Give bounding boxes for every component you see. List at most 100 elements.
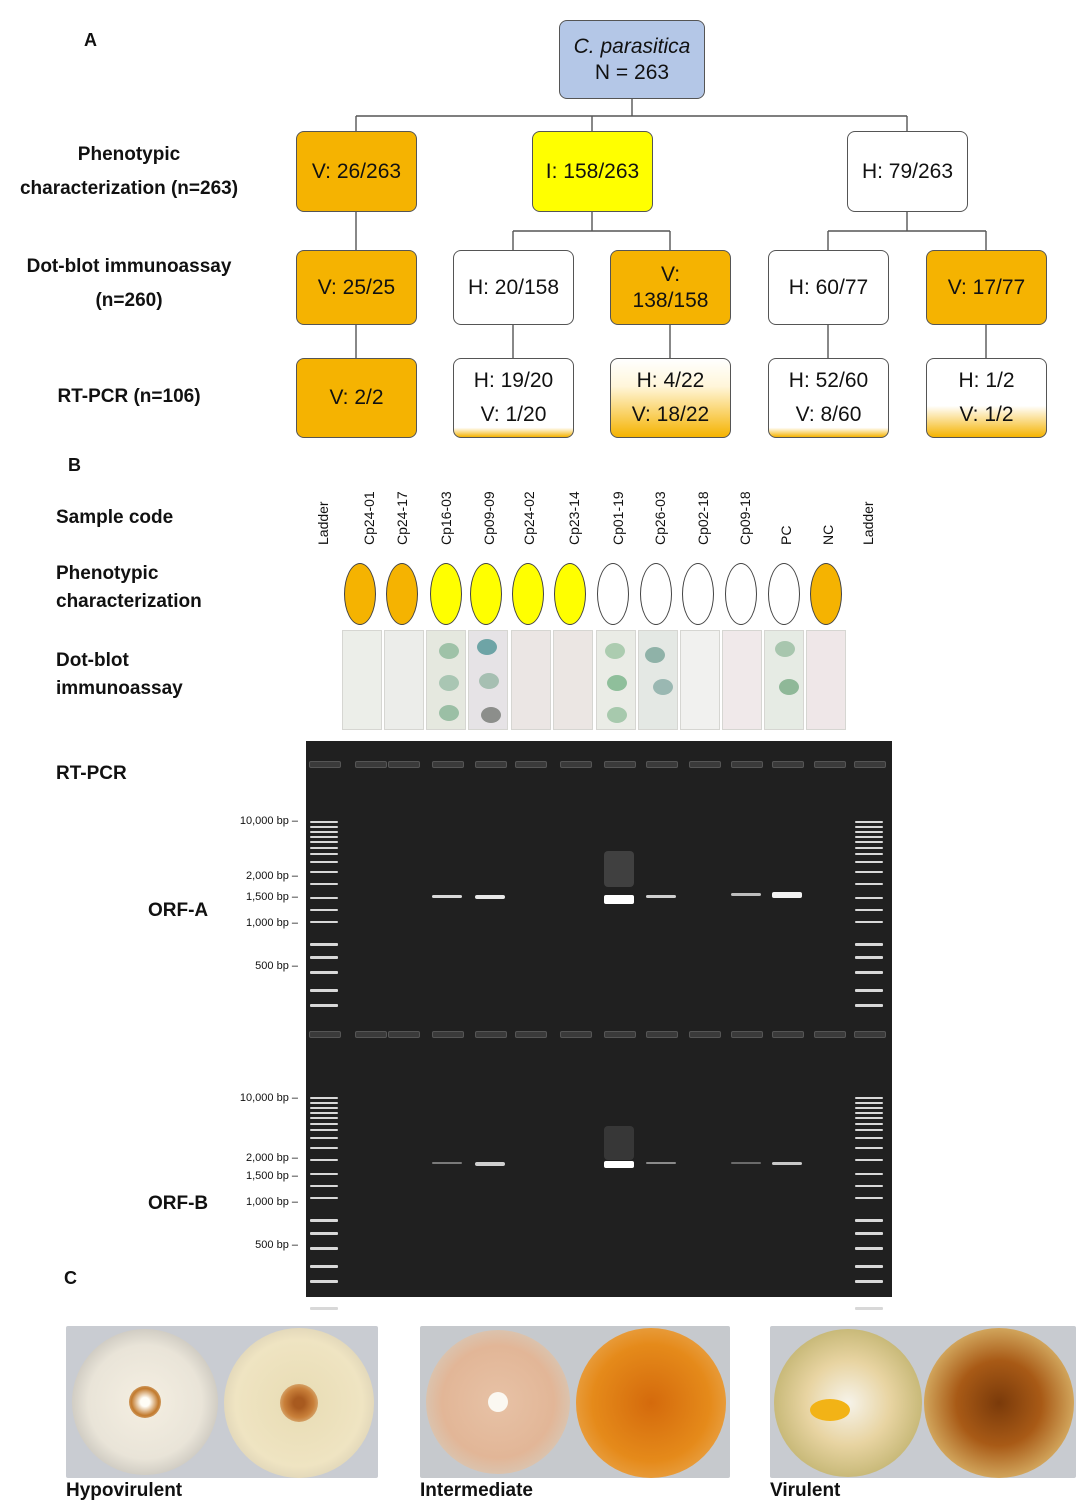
ladder-band (310, 1307, 338, 1310)
dotblot-strip-cp02-18 (680, 630, 720, 730)
ladder-band (310, 831, 338, 833)
ladder-band (855, 1137, 883, 1139)
dotblot-row-label-line2: (n=260) (95, 290, 163, 311)
gel-well (355, 761, 387, 768)
ladder-band (855, 943, 883, 946)
ladder-band (310, 1280, 338, 1283)
ladder-band (855, 871, 883, 873)
gel-well (309, 761, 341, 768)
orf-a-marker-2000: 2,000 bp – (246, 870, 298, 882)
hypovirulent-label: Hypovirulent (66, 1480, 183, 1501)
ladder-band (855, 1097, 883, 1099)
orf-a-marker-10000: 10,000 bp – (239, 815, 298, 827)
ladder-band (310, 1137, 338, 1139)
dotblot-h-branch-h-node: H: 60/77 (768, 250, 889, 325)
phenotype-oval-cp23-14 (554, 563, 586, 625)
lane-label-cp02-18: Cp02-18 (695, 491, 711, 545)
lane-label-cp26-03: Cp26-03 (652, 491, 668, 545)
sample-code-label: Sample code (56, 507, 174, 528)
ladder-band (310, 1197, 338, 1199)
rtpcr-node-2: H: 19/20 V: 1/20 (453, 358, 574, 438)
gel-well (432, 761, 464, 768)
dotblot-spot (439, 643, 459, 659)
orf-b-marker-2000: 2,000 bp – (246, 1152, 298, 1164)
dotblot-spot (479, 673, 499, 689)
virulent-orange-stroma (810, 1399, 850, 1421)
ladder-band (855, 989, 883, 992)
dotblot-strip-cp16-03 (426, 630, 466, 730)
ladder-band (310, 971, 338, 974)
ladder-band (855, 909, 883, 911)
ladder-band (310, 853, 338, 855)
orf-a-smear (604, 851, 634, 887)
gel-well (355, 1031, 387, 1038)
dotblot-i-branch-v-line2: 138/158 (632, 288, 709, 312)
ladder-band (855, 1197, 883, 1199)
ladder-band (855, 897, 883, 899)
dotblot-strip-cp24-02 (511, 630, 551, 730)
intermediate-label: Intermediate (420, 1480, 533, 1501)
ladder-band (310, 943, 338, 946)
phenotype-oval-cp01-19 (597, 563, 629, 625)
flowchart-connectors (355, 99, 987, 358)
gel-well (515, 761, 547, 768)
ladder-band (310, 841, 338, 843)
rtpcr-node-4-line2: V: 8/60 (795, 403, 862, 426)
intermediate-dish-top (426, 1330, 570, 1474)
ladder-band (855, 1247, 883, 1250)
orf-b-band (646, 1162, 676, 1164)
lane-label-pc: PC (778, 525, 794, 545)
phenotypic-row-label-line2: characterization (n=263) (19, 178, 239, 199)
panel-b-letter: B (68, 455, 81, 475)
ladder-band (310, 1173, 338, 1175)
root-species: C. parasitica (573, 34, 691, 58)
orf-b-band (731, 1162, 761, 1164)
hypovirulent-dish-bottom (224, 1328, 374, 1478)
phenotype-oval-cp24-17 (386, 563, 418, 625)
gel-well (309, 1031, 341, 1038)
dotblot-i-branch-v-node: V: 138/158 (610, 250, 731, 325)
rtpcr-v-branch-node: V: 2/2 (296, 358, 417, 438)
dotblot-spot (653, 679, 673, 695)
phenotype-oval-cp24-01 (344, 563, 376, 625)
ladder-band (855, 956, 883, 959)
lane-label-cp09-09: Cp09-09 (481, 491, 497, 545)
lane-label-nc: NC (820, 524, 836, 545)
dotblot-strip-cp26-03 (638, 630, 678, 730)
root-node: C. parasitica N = 263 (559, 20, 705, 99)
orf-a-marker-1500: 1,500 bp – (246, 891, 298, 903)
ladder-band (855, 971, 883, 974)
dotblot-row-label-line1: Dot-blot immunoassay (26, 256, 232, 277)
ladder-band (855, 1147, 883, 1149)
orf-b-band (432, 1162, 462, 1164)
phenotypic-hypovirulent-node: H: 79/263 (847, 131, 968, 212)
gel-well (689, 761, 721, 768)
dotblot-v-branch-node: V: 25/25 (296, 250, 417, 325)
ladder-band (310, 989, 338, 992)
ladder-band (855, 853, 883, 855)
dotblot-strip-cp09-18 (722, 630, 762, 730)
orf-a-band (731, 893, 761, 896)
phenotype-oval-cp26-03 (640, 563, 672, 625)
dotblot-spot (605, 643, 625, 659)
hypovirulent-pigment-spot (280, 1384, 318, 1422)
root-count: N = 263 (594, 60, 670, 84)
ladder-band (310, 836, 338, 838)
ladder-band (310, 871, 338, 873)
virulent-label: Virulent (770, 1480, 841, 1501)
ladder-band (855, 883, 883, 885)
dotblot-strip-cp23-14 (553, 630, 593, 730)
gel-well (731, 1031, 763, 1038)
orf-b-marker-1500: 1,500 bp – (246, 1170, 298, 1182)
dotblot-i-branch-h-node: H: 20/158 (453, 250, 574, 325)
ladder-band (310, 1123, 338, 1125)
ladder-band (310, 1112, 338, 1114)
phenotypic-char-label: Phenotypic characterization (56, 560, 202, 616)
ladder-band (855, 841, 883, 843)
orf-a-band (604, 895, 634, 904)
lane-label-ladder-right: Ladder (860, 501, 876, 545)
orf-b-marker-500: 500 bp – (255, 1239, 298, 1251)
ladder-band (855, 921, 883, 923)
dotblot-strip-cp24-01 (342, 630, 382, 730)
dotblot-h-branch-v-node: V: 17/77 (926, 250, 1047, 325)
